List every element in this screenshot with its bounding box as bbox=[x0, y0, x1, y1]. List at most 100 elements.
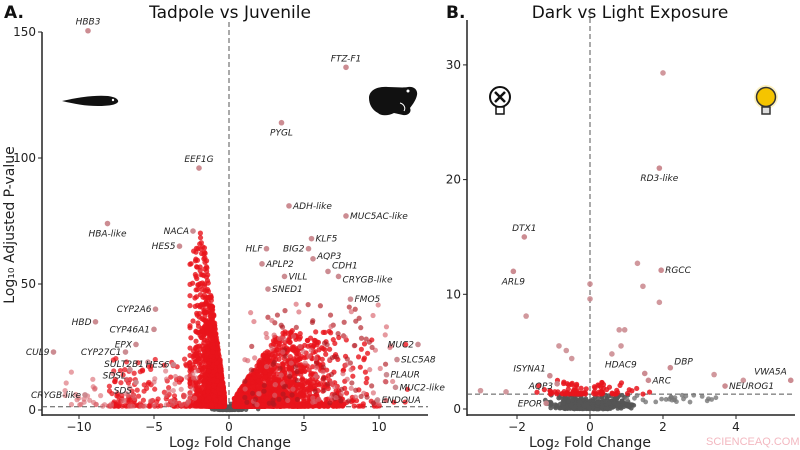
labeled-gene-point bbox=[343, 213, 349, 219]
data-point bbox=[609, 351, 615, 357]
data-point bbox=[523, 313, 529, 319]
data-point bbox=[332, 384, 338, 390]
data-point bbox=[309, 376, 315, 382]
data-point bbox=[618, 405, 624, 411]
data-point bbox=[626, 387, 632, 393]
labeled-gene-point bbox=[286, 203, 292, 209]
labeled-gene-point bbox=[133, 379, 139, 386]
data-point bbox=[191, 356, 197, 362]
data-point bbox=[190, 318, 196, 324]
data-point bbox=[580, 390, 587, 396]
data-point bbox=[325, 385, 331, 392]
data-point bbox=[210, 349, 216, 355]
labeled-gene-point bbox=[92, 319, 99, 325]
labeled-gene-point bbox=[722, 383, 728, 389]
labeled-gene-point bbox=[521, 234, 528, 240]
labeled-gene-point bbox=[50, 349, 57, 355]
data-point bbox=[302, 360, 308, 366]
data-point bbox=[293, 324, 299, 331]
gene-label: MUC2 bbox=[388, 340, 415, 350]
data-point bbox=[209, 335, 215, 341]
data-point bbox=[356, 403, 362, 409]
data-point bbox=[255, 390, 261, 397]
panel-b-title: Dark vs Light Exposure bbox=[532, 3, 729, 23]
gene-label: CDH1 bbox=[332, 261, 358, 271]
labeled-gene-point bbox=[170, 361, 177, 368]
data-point bbox=[358, 346, 364, 352]
data-point bbox=[634, 260, 641, 267]
data-point bbox=[151, 402, 157, 408]
data-point bbox=[383, 324, 390, 330]
data-point bbox=[541, 387, 547, 393]
data-point bbox=[140, 397, 146, 403]
data-point bbox=[586, 405, 592, 411]
data-point bbox=[216, 386, 222, 392]
data-point bbox=[348, 385, 354, 391]
data-point bbox=[305, 302, 311, 308]
x-tick-label: 0 bbox=[586, 420, 594, 434]
data-point bbox=[204, 337, 210, 343]
data-point bbox=[146, 363, 152, 369]
data-point bbox=[255, 372, 261, 378]
data-point bbox=[199, 272, 206, 278]
data-point bbox=[214, 360, 220, 366]
data-point bbox=[63, 380, 69, 386]
data-point bbox=[344, 376, 350, 382]
data-point bbox=[263, 330, 269, 337]
data-point bbox=[190, 375, 197, 381]
data-point bbox=[269, 317, 275, 324]
data-point bbox=[124, 376, 130, 382]
data-point bbox=[402, 399, 408, 405]
gene-label: EEF1G bbox=[184, 155, 213, 165]
labeled-gene-point bbox=[787, 377, 794, 384]
data-point bbox=[341, 402, 347, 408]
data-point bbox=[123, 359, 130, 365]
data-point bbox=[205, 388, 211, 395]
gene-label: FTZ-F1 bbox=[331, 54, 362, 64]
labeled-gene-point bbox=[308, 235, 315, 242]
data-point bbox=[361, 355, 368, 361]
data-point bbox=[201, 308, 207, 314]
labeled-gene-point bbox=[347, 296, 354, 302]
data-point bbox=[369, 344, 375, 351]
data-point bbox=[319, 356, 325, 362]
data-point bbox=[217, 357, 223, 363]
data-point bbox=[262, 374, 268, 380]
labeled-gene-point bbox=[281, 273, 288, 280]
data-point bbox=[640, 397, 646, 403]
data-point bbox=[260, 352, 266, 358]
data-point bbox=[361, 341, 368, 347]
data-point bbox=[666, 396, 672, 402]
gene-label: HDAC9 bbox=[605, 360, 637, 370]
data-point bbox=[292, 373, 298, 379]
data-point bbox=[204, 268, 210, 274]
frog-silhouette-icon bbox=[369, 86, 418, 116]
data-point bbox=[68, 401, 75, 408]
tadpole-silhouette-icon bbox=[62, 95, 119, 106]
data-point bbox=[347, 360, 353, 366]
y-tick-label: 0 bbox=[28, 403, 36, 417]
data-point bbox=[306, 367, 312, 373]
data-point bbox=[321, 340, 328, 346]
data-point bbox=[192, 303, 198, 309]
data-point bbox=[205, 299, 211, 305]
data-point bbox=[687, 399, 693, 405]
data-point bbox=[276, 335, 283, 341]
gene-label: SLC5A8 bbox=[401, 356, 436, 366]
data-point bbox=[311, 341, 318, 347]
data-point bbox=[206, 368, 212, 374]
data-point bbox=[126, 398, 132, 404]
data-point bbox=[614, 387, 620, 393]
data-point bbox=[112, 376, 118, 383]
data-point bbox=[312, 398, 318, 405]
data-point bbox=[187, 303, 193, 309]
data-point bbox=[307, 383, 313, 390]
data-point bbox=[197, 230, 203, 236]
data-point bbox=[640, 391, 646, 397]
data-point bbox=[609, 390, 615, 396]
data-point bbox=[348, 309, 354, 315]
data-point bbox=[195, 323, 202, 329]
labeled-gene-point bbox=[343, 64, 349, 71]
labeled-gene-point bbox=[263, 245, 270, 252]
data-point bbox=[181, 393, 188, 399]
